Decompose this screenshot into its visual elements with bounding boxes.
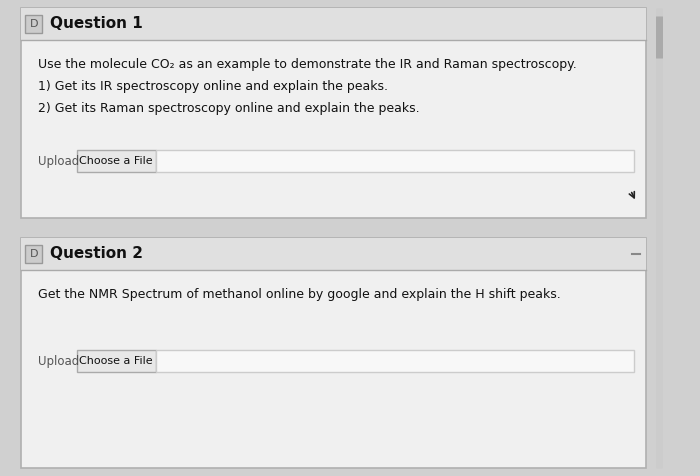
FancyBboxPatch shape <box>155 150 634 172</box>
FancyBboxPatch shape <box>21 8 646 218</box>
FancyBboxPatch shape <box>21 8 646 40</box>
Text: Get the NMR Spectrum of methanol online by google and explain the H shift peaks.: Get the NMR Spectrum of methanol online … <box>38 288 561 301</box>
Text: Question 1: Question 1 <box>50 17 143 31</box>
Text: D: D <box>29 249 38 259</box>
FancyBboxPatch shape <box>77 150 155 172</box>
FancyBboxPatch shape <box>25 245 42 263</box>
FancyBboxPatch shape <box>21 238 646 468</box>
Text: 1) Get its IR spectroscopy online and explain the peaks.: 1) Get its IR spectroscopy online and ex… <box>38 80 388 93</box>
Text: D: D <box>29 19 38 29</box>
FancyBboxPatch shape <box>25 15 42 33</box>
FancyBboxPatch shape <box>77 350 155 372</box>
Text: Use the molecule CO₂ as an example to demonstrate the IR and Raman spectroscopy.: Use the molecule CO₂ as an example to de… <box>38 58 577 71</box>
Text: Choose a File: Choose a File <box>80 156 153 166</box>
Text: 2) Get its Raman spectroscopy online and explain the peaks.: 2) Get its Raman spectroscopy online and… <box>38 102 420 115</box>
Text: Choose a File: Choose a File <box>80 356 153 366</box>
Text: Upload: Upload <box>38 355 80 367</box>
FancyBboxPatch shape <box>155 350 634 372</box>
FancyBboxPatch shape <box>21 238 646 270</box>
Text: Upload: Upload <box>38 155 80 168</box>
Text: Question 2: Question 2 <box>50 247 143 261</box>
